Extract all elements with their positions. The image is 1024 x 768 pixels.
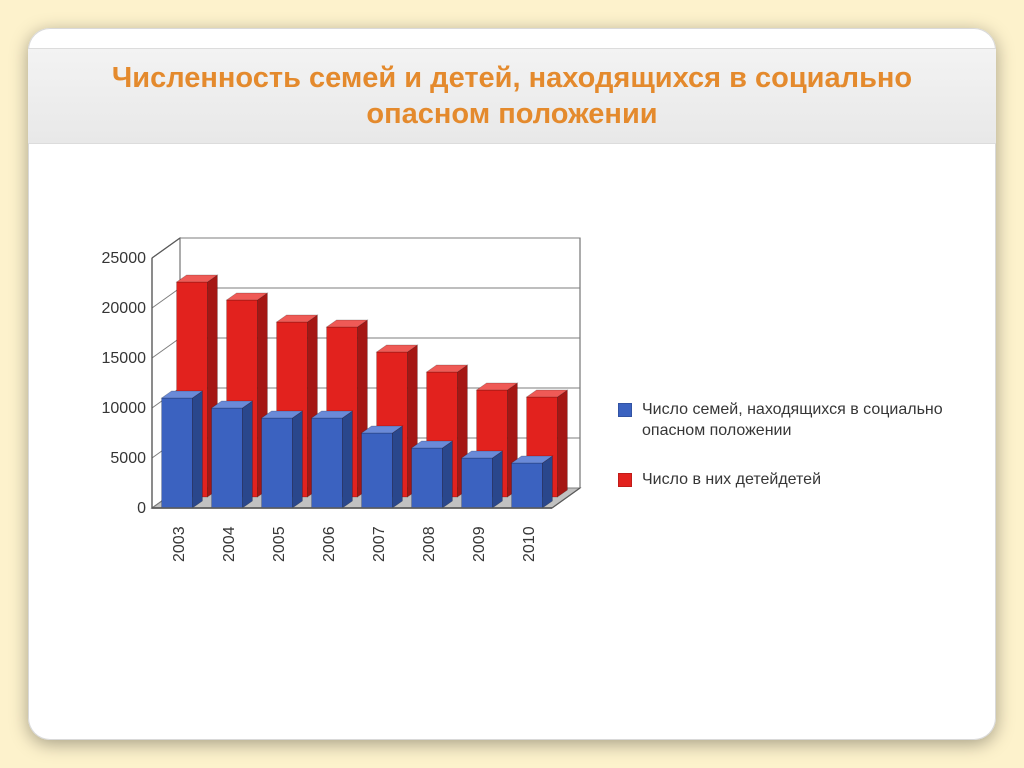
legend-label: Число в них детейдетей [642, 470, 821, 491]
x-tick-label: 2010 [521, 526, 539, 562]
y-tick-label: 5000 [86, 450, 146, 468]
y-tick-label: 10000 [86, 400, 146, 418]
legend-item: Число в них детейдетей [618, 470, 958, 491]
y-tick-label: 15000 [86, 350, 146, 368]
legend-label: Число семей, находящихся в социально опа… [642, 400, 958, 442]
legend-item: Число семей, находящихся в социально опа… [618, 400, 958, 442]
x-tick-label: 2004 [221, 526, 239, 562]
legend-swatch [618, 473, 632, 487]
x-tick-label: 2007 [371, 526, 389, 562]
legend-swatch [618, 403, 632, 417]
y-tick-label: 25000 [86, 250, 146, 268]
x-tick-label: 2003 [171, 526, 189, 562]
legend: Число семей, находящихся в социально опа… [618, 400, 958, 518]
y-tick-label: 20000 [86, 300, 146, 318]
chart-area: 0 5000 10000 15000 20000 25000 2003 2004 2005 200… [64, 178, 964, 658]
x-tick-label: 2005 [271, 526, 289, 562]
x-tick-label: 2006 [321, 526, 339, 562]
slide-outer: Численность семей и детей, находящихся в… [0, 0, 1024, 768]
x-tick-label: 2009 [471, 526, 489, 562]
y-tick-label: 0 [86, 500, 146, 518]
title-band: Численность семей и детей, находящихся в… [28, 48, 996, 144]
bar-chart-3d: 0500010000150002000025000200320042005200… [152, 238, 582, 528]
slide-title: Численность семей и детей, находящихся в… [68, 60, 956, 133]
slide-panel: Численность семей и детей, находящихся в… [28, 28, 996, 740]
x-tick-label: 2008 [421, 526, 439, 562]
